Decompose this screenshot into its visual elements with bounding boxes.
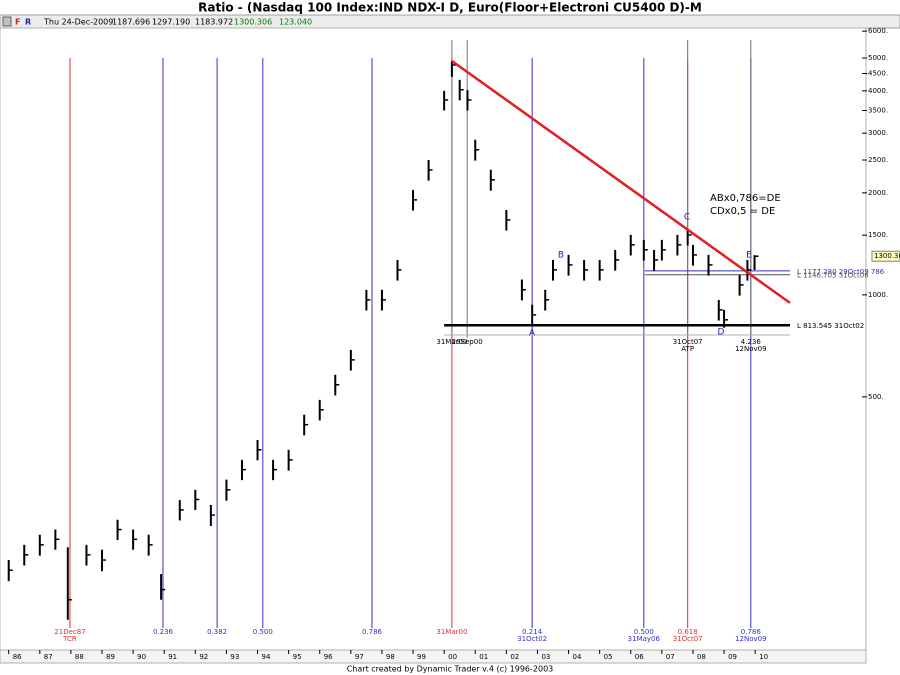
chart-title: Ratio - (Nasdaq 100 Index:IND NDX-I D, E…: [198, 1, 702, 15]
cycle-label: 31Oct02: [517, 635, 547, 643]
footer: Chart created by Dynamic Trader v.4 (c) …: [347, 665, 554, 674]
info-r[interactable]: R: [25, 18, 31, 27]
x-tick-label: 10: [759, 653, 768, 661]
last-price-box: [871, 250, 900, 262]
y-tick-label: 2000.: [868, 189, 888, 197]
x-tick-label: 93: [230, 653, 239, 661]
x-tick-label: 94: [262, 653, 271, 661]
x-tick-label: 08: [697, 653, 706, 661]
cycle-label: TCR: [62, 635, 77, 643]
cycle-label: 0.500: [634, 628, 654, 636]
info-open: 1187.696: [112, 18, 150, 27]
info-close: 1300.306: [234, 18, 272, 27]
x-tick-label: 01: [479, 653, 488, 661]
info-date: Thu 24-Dec-2009: [43, 18, 113, 27]
cycle-label: 0.214: [522, 628, 543, 636]
info-icon: [2, 16, 12, 27]
cycle-label: 0.786: [741, 628, 762, 636]
x-tick-label: 95: [293, 653, 302, 661]
trendline: [451, 59, 791, 304]
x-tick-label: 09: [728, 653, 737, 661]
x-tick-label: 07: [666, 653, 675, 661]
y-tick-label: 1000.: [868, 291, 888, 299]
y-tick-label: 3500.: [868, 106, 888, 114]
pattern-point: B: [558, 251, 564, 261]
y-tick-label: 1500.: [868, 231, 888, 239]
plot-layer: 500. 1000. 1500. 2000. 2500. 3000. 3500. 4000. 4…: [7, 27, 900, 661]
x-tick-label: 90: [137, 653, 146, 661]
x-axis-strip: [0, 649, 867, 664]
x-tick-label: 86: [13, 653, 22, 661]
info-change: 123.040: [279, 18, 312, 27]
annotation: ABx0,786=DE: [710, 193, 781, 204]
info-low: 1183.972: [195, 18, 233, 27]
cycle-label: 31Oct07: [673, 635, 703, 643]
x-tick-label: 00: [448, 653, 457, 661]
x-tick-label: 03: [541, 653, 550, 661]
x-tick-label: 87: [44, 653, 53, 661]
y-tick-label: 4000.: [868, 87, 888, 95]
x-tick-label: 96: [324, 653, 333, 661]
x-tick-label: 99: [417, 653, 426, 661]
cycle-label: 31May06: [628, 635, 661, 643]
x-tick-label: 98: [386, 653, 395, 661]
cycle-label: 0.236: [153, 628, 174, 636]
x-tick-label: 88: [75, 653, 84, 661]
cycle-label: 0.500: [253, 628, 273, 636]
pattern-point: D: [718, 328, 725, 338]
pattern-point: E: [746, 251, 752, 261]
x-tick-label: 97: [355, 653, 364, 661]
x-tick-label: 02: [510, 653, 519, 661]
level-label: L 813.545 31Oct02: [797, 322, 864, 330]
y-tick-label: 500.: [868, 393, 884, 401]
cycle-label: 0.786: [362, 628, 383, 636]
x-tick-label: 05: [604, 653, 613, 661]
marker-label: 31Mar00: [436, 338, 467, 346]
y-tick-label: 5000.: [868, 54, 888, 62]
cycle-label: 0.618: [678, 628, 698, 636]
annotation: CDx0,5 = DE: [710, 206, 775, 217]
marker-label: 12Nov09: [735, 345, 766, 353]
x-tick-label: 92: [199, 653, 208, 661]
cycle-label: 12Nov09: [735, 635, 766, 643]
y-tick-label: 2500.: [868, 156, 888, 164]
marker-label: 31Oct07: [673, 338, 703, 346]
pattern-point: A: [529, 329, 536, 339]
marker-label: 4.236: [741, 338, 762, 346]
y-tick-label: 4500.: [868, 69, 888, 77]
x-tick-label: 91: [168, 653, 177, 661]
marker-label: ATP: [681, 345, 694, 353]
marker-label: 29Sep00: [452, 338, 483, 346]
y-tick-label: 6000.: [868, 27, 888, 35]
cycle-label: 21Dec87: [54, 628, 85, 636]
level-label: L 1177.280 29Oct09 786: [797, 268, 885, 276]
x-tick-label: 04: [573, 653, 582, 661]
x-tick-label: 06: [635, 653, 644, 661]
pattern-point: C: [684, 213, 690, 223]
y-tick-label: 3000.: [868, 129, 888, 137]
last-price-label: 1300.306: [874, 252, 900, 260]
cycle-label: 31Mar00: [436, 628, 467, 636]
info-f[interactable]: F: [15, 18, 20, 27]
x-tick-label: 89: [106, 653, 115, 661]
info-high: 1297.190: [152, 18, 190, 27]
cycle-label: 0.382: [207, 628, 227, 636]
level-label: L 1146.705 31Oct06: [797, 272, 869, 280]
